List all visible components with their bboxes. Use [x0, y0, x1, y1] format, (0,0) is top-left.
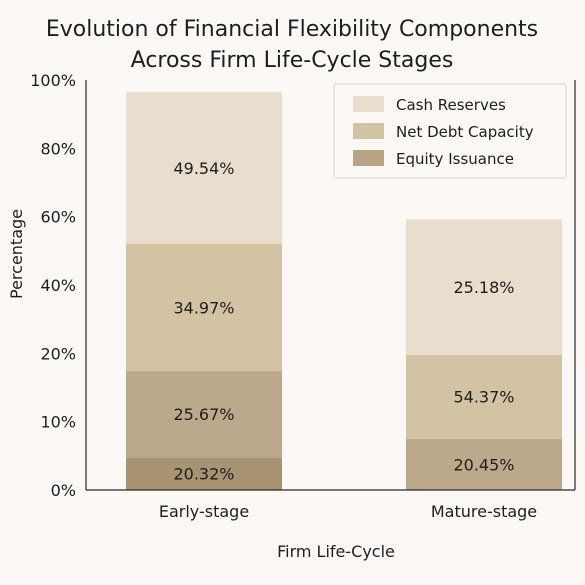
bar-segment	[126, 457, 282, 490]
bar-segment	[126, 92, 282, 244]
data-label: 49.54%	[173, 159, 234, 178]
data-label: 54.37%	[453, 388, 514, 407]
x-axis-label: Firm Life-Cycle	[277, 542, 395, 561]
legend-swatch	[353, 150, 384, 166]
legend-entry: Net Debt Capacity	[396, 123, 534, 141]
bar-segment	[406, 219, 562, 355]
y-tick-label: 60%	[40, 208, 76, 227]
chart-title-line: Across Firm Life-Cycle Stages	[131, 48, 454, 73]
y-tick-label: 100%	[30, 71, 76, 90]
y-tick-label: 20%	[40, 344, 76, 363]
legend: Cash Reserves Net Debt Capacity Equity Iss…	[333, 83, 567, 179]
data-label: 34.97%	[173, 299, 234, 318]
y-tick-label: 0%	[51, 481, 76, 500]
chart-title-line: Evolution of Financial Flexibility Compo…	[46, 17, 538, 42]
data-label: 25.67%	[173, 405, 234, 424]
bar-segment	[126, 244, 282, 372]
legend-box	[333, 83, 567, 179]
legend-swatch	[353, 96, 384, 112]
y-axis-label: Percentage	[7, 209, 26, 299]
bar-segment	[406, 438, 562, 490]
plot-area: 20.32% 25.67% 34.97% 49.54% Early-stage 20.45…	[30, 71, 576, 521]
y-tick-label: 40%	[40, 276, 76, 295]
legend-entry: Equity Issuance	[396, 150, 514, 168]
x-tick-label: Mature-stage	[431, 502, 537, 521]
data-label: 20.45%	[453, 455, 514, 474]
legend-swatch	[353, 123, 384, 139]
bar-segment	[406, 354, 562, 439]
y-tick-label: 80%	[40, 139, 76, 158]
x-tick-label: Early-stage	[159, 502, 249, 521]
data-label: 20.32%	[173, 465, 234, 484]
data-label: 25.18%	[453, 278, 514, 297]
legend-entry: Cash Reserves	[396, 96, 506, 114]
bar-segment	[126, 371, 282, 458]
y-tick-label: 10%	[40, 413, 76, 432]
chart-title: Evolution of Financial Flexibility Compo…	[46, 17, 538, 73]
